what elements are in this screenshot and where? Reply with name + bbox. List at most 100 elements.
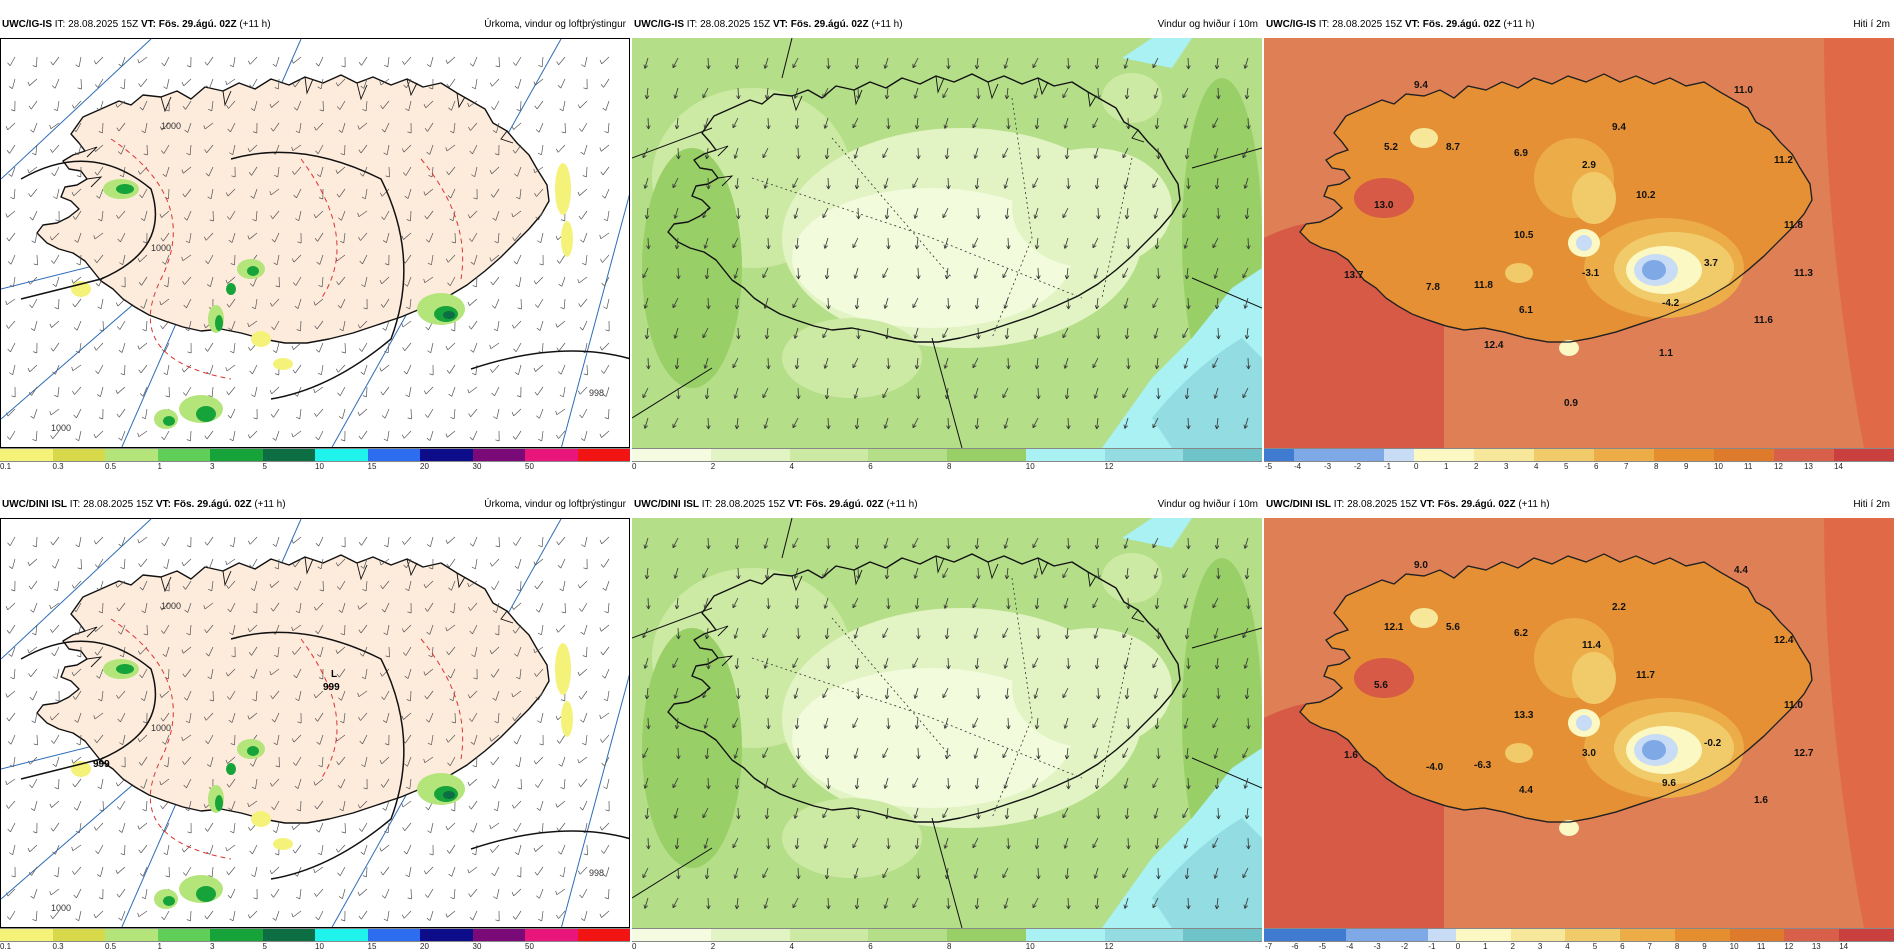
model-name: UWC/DINI ISL xyxy=(1266,499,1331,510)
colorbar-cell xyxy=(1374,929,1401,941)
temperature-map-panel-dini: UWC/DINI ISL IT: 28.08.2025 15Z VT: Fös.… xyxy=(1264,494,1894,952)
colorbar-tick-label: 2 xyxy=(711,462,715,471)
panel-title: Hiti í 2m xyxy=(1853,499,1890,510)
colorbar-cell xyxy=(1565,929,1592,941)
colorbar-tick-label: 0 xyxy=(1414,462,1418,471)
panel-header: UWC/DINI ISL IT: 28.08.2025 15Z VT: Fös.… xyxy=(1264,494,1894,518)
temperature-value: 12.1 xyxy=(1384,622,1404,633)
temperature-value: 10.5 xyxy=(1514,230,1534,241)
panel-header: UWC/DINI ISL IT: 28.08.2025 15Z VT: Fös.… xyxy=(0,494,630,518)
colorbar-cell xyxy=(1414,449,1444,461)
colorbar-cell xyxy=(1804,449,1834,461)
colorbar-cell xyxy=(1538,929,1565,941)
colorbar-cell xyxy=(711,449,790,461)
colorbar-cell xyxy=(1183,929,1262,941)
colorbar-tick-label: 3 xyxy=(210,462,214,471)
panel-header: UWC/DINI ISL IT: 28.08.2025 15Z VT: Fös.… xyxy=(632,494,1262,518)
colorbar-cell xyxy=(473,449,526,461)
temperature-value: 1.6 xyxy=(1344,750,1358,761)
colorbar-tick-label: 2 xyxy=(1474,462,1478,471)
colorbar-cell xyxy=(1444,449,1474,461)
colorbar-tick-label: 5 xyxy=(263,462,267,471)
colorbar-cell xyxy=(868,929,947,941)
colorbar-cell xyxy=(1026,449,1105,461)
valid-time: Fös. 29.ágú. 02Z xyxy=(159,19,237,30)
temperature-value: 11.4 xyxy=(1582,640,1601,651)
colorbar-tick-label: 30 xyxy=(473,462,482,471)
colorbar-tick-label: -2 xyxy=(1354,462,1361,471)
colorbar-tick-label: 12 xyxy=(1105,462,1114,471)
colorbar-tick-label: 8 xyxy=(947,462,951,471)
colorbar-cell xyxy=(1714,449,1744,461)
colorbar-cell xyxy=(1183,449,1262,461)
colorbar-cell xyxy=(1294,449,1324,461)
colorbar-cell xyxy=(210,449,263,461)
colorbar-tick-label: -5 xyxy=(1265,462,1272,471)
temperature-value: 3.7 xyxy=(1704,258,1718,269)
temperature-value: 2.9 xyxy=(1582,160,1596,171)
isobar-label: 1000 xyxy=(161,121,181,131)
colorbar-tick-label: 3 xyxy=(1504,462,1508,471)
colorbar-cell xyxy=(1504,449,1534,461)
colorbar-tick-label: 0.5 xyxy=(105,462,116,471)
colorbar-cell xyxy=(0,929,53,941)
lead-time: (+11 h) xyxy=(1518,499,1549,510)
panel-header: UWC/IG-IS IT: 28.08.2025 15Z VT: Fös. 29… xyxy=(1264,14,1894,38)
colorbar-cell xyxy=(1456,929,1483,941)
temperature-value: 11.8 xyxy=(1784,220,1803,231)
colorbar-cell xyxy=(315,929,368,941)
temperature-value: 12.4 xyxy=(1484,340,1504,351)
init-time: IT: 28.08.2025 15Z xyxy=(1319,19,1402,30)
colorbar-cell xyxy=(1264,929,1291,941)
temperature-value: 5.6 xyxy=(1374,680,1388,691)
colorbar-cell xyxy=(1757,929,1784,941)
colorbar-cell xyxy=(53,449,106,461)
colorbar-cell xyxy=(1647,929,1674,941)
colorbar-cell xyxy=(868,449,947,461)
colorbar-cells xyxy=(0,448,630,462)
temperature-value: 12.7 xyxy=(1794,748,1814,759)
colorbar-cell xyxy=(1384,449,1414,461)
colorbar-cell xyxy=(368,449,421,461)
colorbar-cell xyxy=(368,929,421,941)
panel-header: UWC/IG-IS IT: 28.08.2025 15Z VT: Fös. 29… xyxy=(0,14,630,38)
valid-time: Fös. 29.ágú. 02Z xyxy=(806,499,884,510)
temperature-value: 6.9 xyxy=(1514,148,1528,159)
colorbar-cell xyxy=(1620,929,1647,941)
colorbar-cell xyxy=(1346,929,1373,941)
valid-time-label: VT: xyxy=(141,19,156,30)
temperature-value: 6.1 xyxy=(1519,305,1533,316)
temperature-value: 11.7 xyxy=(1636,670,1655,681)
colorbar-cell xyxy=(711,929,790,941)
colorbar-tick-label: 6 xyxy=(1594,462,1598,471)
precip-map-panel-ig-is: UWC/IG-IS IT: 28.08.2025 15Z VT: Fös. 29… xyxy=(0,14,630,472)
temperature-value: 13.7 xyxy=(1344,270,1364,281)
colorbar-tick-label: 4 xyxy=(1534,462,1538,471)
temperature-value: 2.2 xyxy=(1612,602,1626,613)
temperature-value: 13.3 xyxy=(1514,710,1534,721)
temperature-value: -3.1 xyxy=(1582,268,1600,279)
colorbar-cell xyxy=(1428,929,1455,941)
colorbar-tick-label: 0 xyxy=(632,462,636,471)
model-name: UWC/IG-IS xyxy=(1266,19,1316,30)
pressure-value: 999 xyxy=(93,759,110,770)
panel-title: Vindur og hviður í 10m xyxy=(1158,19,1258,30)
colorbar-cells xyxy=(632,448,1262,462)
colorbar-cell xyxy=(158,449,211,461)
valid-time: Fös. 29.ágú. 02Z xyxy=(791,19,869,30)
colorbar-tick-label: 0.3 xyxy=(53,462,64,471)
temperature-value: 11.8 xyxy=(1474,280,1493,291)
lead-time: (+11 h) xyxy=(239,19,270,30)
colorbar-cell xyxy=(1684,449,1714,461)
temperature-value: 10.2 xyxy=(1636,190,1656,201)
colorbar-tick-label: 7 xyxy=(1624,462,1628,471)
init-time: IT: 28.08.2025 15Z xyxy=(55,19,138,30)
temperature-value: 9.4 xyxy=(1414,80,1428,91)
temperature-value: 1.6 xyxy=(1754,795,1768,806)
colorbar-cell xyxy=(263,449,316,461)
colorbar-cell xyxy=(1675,929,1702,941)
valid-time-label: VT: xyxy=(773,19,788,30)
